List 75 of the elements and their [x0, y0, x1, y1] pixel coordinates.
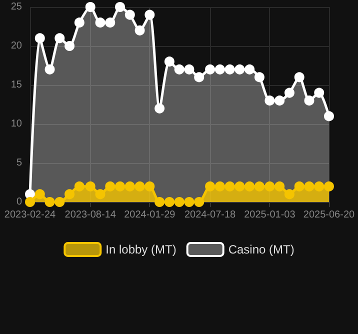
y-tick-label: 5: [16, 158, 22, 168]
point: [85, 181, 96, 192]
x-tick-label: 2023-08-14: [64, 210, 116, 220]
point: [144, 181, 155, 192]
point: [134, 181, 145, 192]
y-tick-label: 0: [16, 196, 22, 208]
point: [194, 72, 204, 82]
point: [274, 181, 285, 192]
point: [34, 189, 45, 200]
point: [194, 197, 204, 207]
point: [244, 64, 255, 74]
point: [115, 181, 126, 192]
point: [314, 181, 324, 192]
point: [224, 181, 235, 192]
point: [54, 33, 65, 44]
x-tick-label: 2024-07-18: [184, 210, 236, 220]
point: [234, 181, 245, 192]
point: [284, 88, 294, 98]
point: [74, 18, 84, 28]
point: [264, 181, 275, 192]
point: [44, 64, 55, 74]
point: [174, 197, 184, 207]
point: [95, 18, 106, 28]
point: [184, 64, 194, 74]
point: [154, 103, 165, 114]
point: [124, 10, 135, 20]
point: [64, 189, 75, 200]
point: [64, 41, 75, 51]
x-tick-label: 2023-02-24: [4, 210, 56, 220]
point: [105, 181, 116, 192]
point: [74, 181, 84, 192]
legend-label: In lobby (MT): [106, 242, 176, 256]
point: [284, 189, 294, 200]
y-tick-label: 15: [10, 80, 22, 90]
point: [25, 197, 35, 207]
point: [274, 96, 285, 106]
point: [44, 197, 55, 207]
point: [54, 197, 65, 207]
point: [134, 25, 145, 36]
point: [174, 64, 184, 74]
point: [164, 197, 174, 207]
point: [115, 2, 126, 12]
point: [85, 2, 96, 12]
point: [214, 181, 225, 192]
point: [184, 197, 194, 207]
point: [304, 181, 314, 192]
point: [294, 72, 304, 82]
point: [234, 64, 245, 74]
point: [224, 64, 235, 74]
point: [34, 33, 45, 44]
y-tick-label: 25: [10, 2, 22, 12]
point: [205, 64, 216, 74]
point: [164, 56, 174, 67]
point: [304, 96, 314, 106]
y-tick-label: 20: [10, 40, 22, 52]
y-tick-label: 10: [10, 118, 22, 130]
point: [144, 10, 155, 20]
point: [95, 189, 106, 200]
point: [254, 181, 264, 192]
point: [154, 197, 165, 207]
point: [324, 111, 334, 122]
legend-label: Casino (MT): [228, 242, 294, 256]
point: [254, 72, 264, 82]
point: [324, 181, 334, 192]
point: [294, 181, 304, 192]
point: [105, 18, 116, 28]
x-tick-label: 2025-06-20: [303, 210, 356, 220]
point: [244, 181, 255, 192]
point: [314, 88, 324, 98]
point: [124, 181, 135, 192]
x-tick-label: 2025-01-03: [244, 210, 296, 220]
x-tick-label: 2024-01-29: [124, 210, 176, 220]
point: [214, 64, 225, 74]
point: [264, 96, 275, 106]
point: [205, 181, 216, 192]
